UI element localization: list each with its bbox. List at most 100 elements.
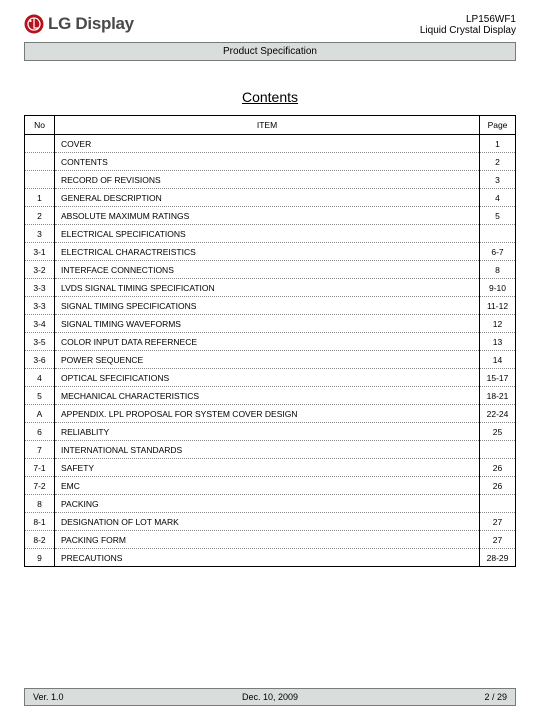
cell-item: EMC <box>55 477 480 495</box>
contents-table: No ITEM Page COVER1CONTENTS2RECORD OF RE… <box>24 115 516 567</box>
cell-item: CONTENTS <box>55 153 480 171</box>
cell-page: 28-29 <box>480 549 516 567</box>
table-row: 7INTERNATIONAL STANDARDS <box>25 441 516 459</box>
table-row: 3-4SIGNAL TIMING WAVEFORMS12 <box>25 315 516 333</box>
cell-no: 1 <box>25 189 55 207</box>
cell-no: 3-6 <box>25 351 55 369</box>
cell-page: 26 <box>480 477 516 495</box>
lg-logo-icon <box>24 14 44 34</box>
cell-item: PRECAUTIONS <box>55 549 480 567</box>
cell-page: 13 <box>480 333 516 351</box>
table-row: 9PRECAUTIONS28-29 <box>25 549 516 567</box>
table-row: 3-3LVDS SIGNAL TIMING SPECIFICATION9-10 <box>25 279 516 297</box>
table-row: 4OPTICAL SFECIFICATIONS15-17 <box>25 369 516 387</box>
cell-no <box>25 153 55 171</box>
cell-no: 8-2 <box>25 531 55 549</box>
cell-page: 26 <box>480 459 516 477</box>
table-row: 3ELECTRICAL SPECIFICATIONS <box>25 225 516 243</box>
cell-no: 3-1 <box>25 243 55 261</box>
cell-page: 18-21 <box>480 387 516 405</box>
logo-text: LG Display <box>48 14 134 34</box>
cell-item: RECORD OF REVISIONS <box>55 171 480 189</box>
table-header-row: No ITEM Page <box>25 116 516 135</box>
cell-no: 2 <box>25 207 55 225</box>
cell-no: 3-2 <box>25 261 55 279</box>
table-row: COVER1 <box>25 135 516 153</box>
cell-no: 3-3 <box>25 297 55 315</box>
cell-page <box>480 495 516 513</box>
table-row: 6RELIABLITY25 <box>25 423 516 441</box>
table-row: 7-1SAFETY26 <box>25 459 516 477</box>
cell-page: 2 <box>480 153 516 171</box>
cell-page: 9-10 <box>480 279 516 297</box>
cell-page: 8 <box>480 261 516 279</box>
cell-no: 3-3 <box>25 279 55 297</box>
cell-no: 3-4 <box>25 315 55 333</box>
col-page: Page <box>480 116 516 135</box>
cell-no: 3-5 <box>25 333 55 351</box>
table-row: AAPPENDIX. LPL PROPOSAL FOR SYSTEM COVER… <box>25 405 516 423</box>
cell-item: INTERNATIONAL STANDARDS <box>55 441 480 459</box>
cell-page: 5 <box>480 207 516 225</box>
logo: LG Display <box>24 14 134 34</box>
cell-page: 12 <box>480 315 516 333</box>
cell-no: 3 <box>25 225 55 243</box>
header: LG Display LP156WF1 Liquid Crystal Displ… <box>24 14 516 36</box>
table-row: 3-2INTERFACE CONNECTIONS8 <box>25 261 516 279</box>
cell-no: 5 <box>25 387 55 405</box>
table-row: 8-1DESIGNATION OF LOT MARK27 <box>25 513 516 531</box>
table-row: 7-2EMC26 <box>25 477 516 495</box>
table-row: 5MECHANICAL CHARACTERISTICS18-21 <box>25 387 516 405</box>
footer-date: Dec. 10, 2009 <box>25 692 515 702</box>
cell-item: SIGNAL TIMING WAVEFORMS <box>55 315 480 333</box>
cell-item: POWER SEQUENCE <box>55 351 480 369</box>
cell-item: LVDS SIGNAL TIMING SPECIFICATION <box>55 279 480 297</box>
cell-page: 25 <box>480 423 516 441</box>
footer: Ver. 1.0 Dec. 10, 2009 2 / 29 <box>24 688 516 706</box>
model-number: LP156WF1 <box>420 14 516 25</box>
cell-no: 7-1 <box>25 459 55 477</box>
footer-page: 2 / 29 <box>484 692 507 702</box>
cell-item: PACKING <box>55 495 480 513</box>
cell-page: 4 <box>480 189 516 207</box>
model-block: LP156WF1 Liquid Crystal Display <box>420 14 516 36</box>
cell-no <box>25 171 55 189</box>
cell-item: SAFETY <box>55 459 480 477</box>
cell-page: 11-12 <box>480 297 516 315</box>
cell-page: 27 <box>480 513 516 531</box>
cell-no: 9 <box>25 549 55 567</box>
table-row: 1GENERAL DESCRIPTION4 <box>25 189 516 207</box>
table-row: 3-3SIGNAL TIMING SPECIFICATIONS11-12 <box>25 297 516 315</box>
table-row: RECORD OF REVISIONS3 <box>25 171 516 189</box>
cell-page: 6-7 <box>480 243 516 261</box>
spec-bar: Product Specification <box>24 42 516 61</box>
cell-item: COLOR INPUT DATA REFERNECE <box>55 333 480 351</box>
table-row: 8-2PACKING FORM27 <box>25 531 516 549</box>
cell-item: RELIABLITY <box>55 423 480 441</box>
cell-item: ELECTRICAL SPECIFICATIONS <box>55 225 480 243</box>
cell-no: 7 <box>25 441 55 459</box>
cell-page: 27 <box>480 531 516 549</box>
table-row: CONTENTS2 <box>25 153 516 171</box>
cell-item: OPTICAL SFECIFICATIONS <box>55 369 480 387</box>
cell-item: ELECTRICAL CHARACTREISTICS <box>55 243 480 261</box>
col-no: No <box>25 116 55 135</box>
cell-item: COVER <box>55 135 480 153</box>
cell-no <box>25 135 55 153</box>
cell-item: PACKING FORM <box>55 531 480 549</box>
cell-page: 22-24 <box>480 405 516 423</box>
cell-item: APPENDIX. LPL PROPOSAL FOR SYSTEM COVER … <box>55 405 480 423</box>
cell-page: 15-17 <box>480 369 516 387</box>
table-row: 8PACKING <box>25 495 516 513</box>
device-subtitle: Liquid Crystal Display <box>420 25 516 36</box>
table-row: 2ABSOLUTE MAXIMUM RATINGS5 <box>25 207 516 225</box>
cell-no: 8 <box>25 495 55 513</box>
cell-page <box>480 225 516 243</box>
cell-item: ABSOLUTE MAXIMUM RATINGS <box>55 207 480 225</box>
cell-item: GENERAL DESCRIPTION <box>55 189 480 207</box>
cell-item: INTERFACE CONNECTIONS <box>55 261 480 279</box>
cell-no: 4 <box>25 369 55 387</box>
contents-title: Contents <box>24 89 516 105</box>
cell-page <box>480 441 516 459</box>
cell-item: DESIGNATION OF LOT MARK <box>55 513 480 531</box>
